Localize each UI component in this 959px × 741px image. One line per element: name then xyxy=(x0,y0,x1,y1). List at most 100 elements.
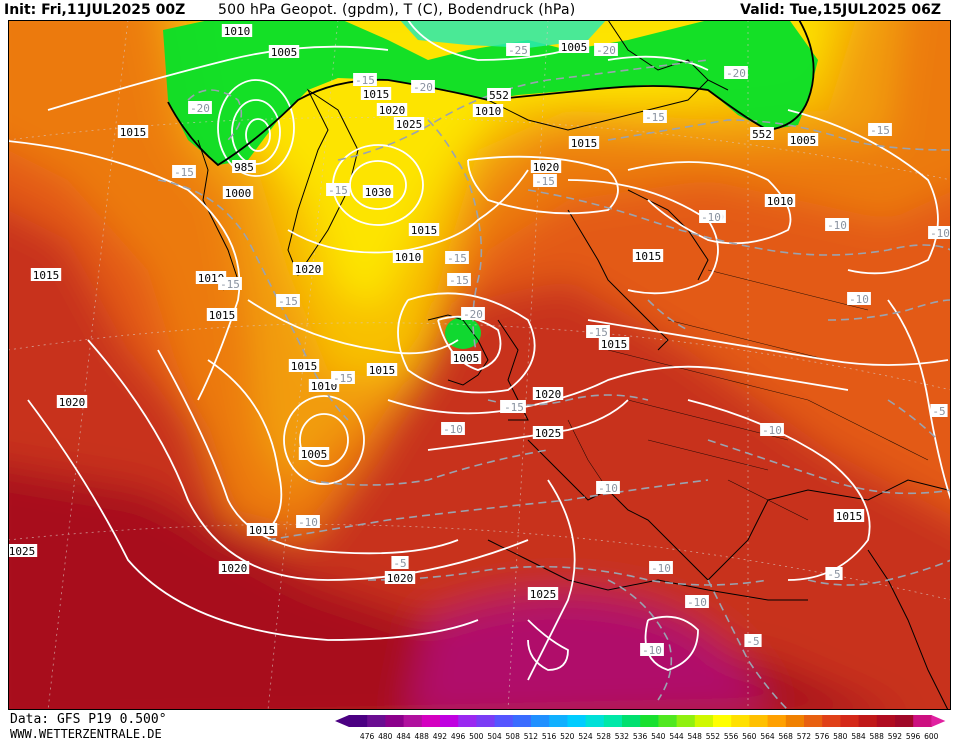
temperature-label: -15 xyxy=(355,74,375,87)
pressure-label-box xyxy=(598,337,630,350)
temperature-label-box xyxy=(506,43,530,56)
chart-header: Init: Fri,11JUL2025 00Z 500 hPa Geopot. … xyxy=(0,0,959,20)
trough-cyan-core xyxy=(399,20,607,48)
temperature-label-box xyxy=(533,174,557,187)
pressure-label: 1020 xyxy=(221,562,248,575)
legend-swatch xyxy=(913,715,932,727)
legend-swatch xyxy=(749,715,769,727)
pressure-label: 1005 xyxy=(790,134,817,147)
map-frame xyxy=(8,20,951,710)
legend-tick-label: 580 xyxy=(833,732,848,741)
pressure-label: 1015 xyxy=(369,364,396,377)
pressure-label: 1010 xyxy=(767,195,794,208)
temperature-label-box xyxy=(928,226,951,239)
temperature-label-box xyxy=(172,165,196,178)
pressure-label-box xyxy=(292,262,324,275)
legend-swatch xyxy=(822,715,841,727)
legend-arrow-low xyxy=(335,715,349,727)
legend-swatch xyxy=(640,715,659,727)
legend-swatch xyxy=(385,715,405,727)
legend-arrow-high xyxy=(931,715,946,727)
legend-swatch xyxy=(895,715,914,727)
pressure-label: 1015 xyxy=(120,126,147,139)
pressure-label-box xyxy=(527,587,559,600)
pressure-label-box xyxy=(472,104,504,117)
legend-tick-label: 512 xyxy=(524,732,539,741)
pressure-label: 1015 xyxy=(411,224,438,237)
legend-swatch xyxy=(549,715,568,727)
legend-tick-label: 476 xyxy=(360,732,375,741)
legend-tick-label: 568 xyxy=(779,732,794,741)
pressure-label: 1015 xyxy=(571,137,598,150)
pressure-label: 1015 xyxy=(249,524,276,537)
legend-tick-label: 480 xyxy=(378,732,393,741)
temperature-label: -15 xyxy=(449,274,469,287)
temperature-label-box xyxy=(447,273,471,286)
pressure-label: 1015 xyxy=(836,510,863,523)
legend-tick-label: 544 xyxy=(669,732,684,741)
pressure-label: 1025 xyxy=(530,588,557,601)
pressure-label-box xyxy=(56,395,88,408)
temperature-label: -15 xyxy=(333,372,353,385)
temperature-label-box xyxy=(640,643,664,656)
geopotential-labels: 552 552 xyxy=(487,88,774,141)
valid-time: Valid: Tue,15JUL2025 06Z xyxy=(740,2,941,18)
legend-tick-label: 500 xyxy=(469,732,484,741)
legend-tick-label: 548 xyxy=(688,732,703,741)
pressure-label: 1015 xyxy=(363,88,390,101)
temperature-label: -10 xyxy=(687,596,707,609)
temperature-label-box xyxy=(445,251,469,264)
weather-map: 1010100510159851000101510151020102510301… xyxy=(8,20,951,710)
temperature-label: -15 xyxy=(645,111,665,124)
legend-swatch xyxy=(367,715,386,727)
legend-tick-label: 560 xyxy=(742,732,757,741)
legend-swatch xyxy=(676,715,696,727)
legend-swatch xyxy=(349,715,368,727)
pressure-label-box xyxy=(558,40,590,53)
legend-swatch xyxy=(767,715,787,727)
legend-swatch xyxy=(585,715,605,727)
temperature-label-box xyxy=(699,210,723,223)
temperature-label: -15 xyxy=(220,278,240,291)
legend-swatch xyxy=(731,715,750,727)
temperature-label: -5 xyxy=(746,635,759,648)
geopotential-fill xyxy=(8,20,951,710)
legend-tick-label: 536 xyxy=(633,732,648,741)
pressure-label-box xyxy=(362,185,394,198)
legend-tick-label: 600 xyxy=(924,732,939,741)
pressure-label: 1020 xyxy=(295,263,322,276)
legend-swatch xyxy=(567,715,587,727)
temperature-label-box xyxy=(643,110,667,123)
pressure-label-box xyxy=(384,571,416,584)
legend-swatch xyxy=(785,715,805,727)
temperature-label: -20 xyxy=(596,44,616,57)
legend-tick-label: 596 xyxy=(906,732,921,741)
temperature-label-box xyxy=(411,80,435,93)
pressure-label: 1005 xyxy=(271,46,298,59)
legend-tick-label: 576 xyxy=(815,732,830,741)
legend-tick-label: 516 xyxy=(542,732,557,741)
temperature-label: -15 xyxy=(174,166,194,179)
temperature-label-box xyxy=(188,101,212,114)
pressure-label: 1015 xyxy=(33,269,60,282)
legend-tick-label: 520 xyxy=(560,732,575,741)
geopotential-label-box xyxy=(750,127,774,140)
pressure-label: 1025 xyxy=(396,118,423,131)
chart-title: 500 hPa Geopot. (gpdm), T (C), Bodendruc… xyxy=(218,2,576,18)
legend-swatch xyxy=(876,715,896,727)
coastlines xyxy=(197,20,949,710)
legend-tick-label: 492 xyxy=(433,732,448,741)
pressure-label-box xyxy=(8,544,38,557)
temperature-label: -10 xyxy=(298,516,318,529)
temperature-label: -10 xyxy=(762,424,782,437)
pressure-label-box xyxy=(764,194,796,207)
temperature-label: -10 xyxy=(443,423,463,436)
legend-tick-label: 532 xyxy=(615,732,630,741)
pressure-labels: 1010100510159851000101510151020102510301… xyxy=(8,24,865,601)
pressure-label: 1010 xyxy=(395,251,422,264)
temperature-label-box xyxy=(724,66,748,79)
temperature-label: -10 xyxy=(827,219,847,232)
legend-swatch xyxy=(403,715,423,727)
pressure-label-box xyxy=(408,223,440,236)
temperature-label: -5 xyxy=(932,405,945,418)
